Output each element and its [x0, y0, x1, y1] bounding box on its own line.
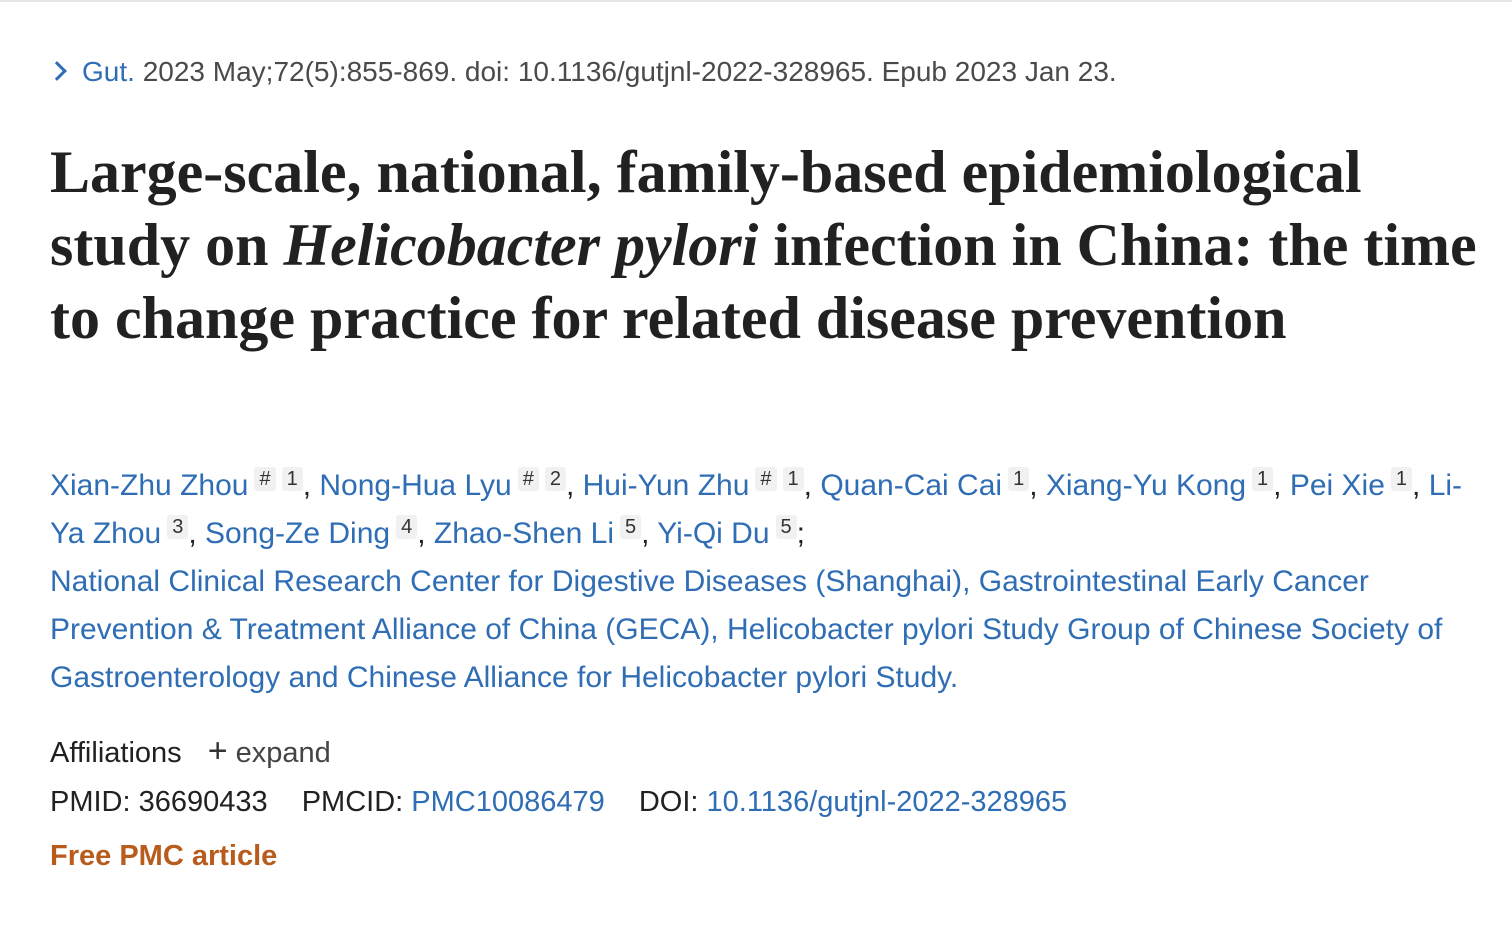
author-link[interactable]: Quan-Cai Cai	[820, 469, 1003, 502]
plus-icon: +	[207, 732, 228, 770]
pmid-label: PMID:	[50, 786, 131, 818]
equal-contribution-mark[interactable]: #	[254, 467, 276, 491]
affiliation-number[interactable]: 4	[396, 515, 418, 539]
author-link[interactable]: Hui-Yun Zhu	[582, 469, 750, 502]
equal-contribution-mark[interactable]: #	[755, 467, 777, 491]
title-text: infection in China: the time to change p…	[50, 212, 1477, 351]
expand-label: expand	[235, 737, 331, 769]
journal-link[interactable]: Gut.	[82, 56, 135, 87]
author-entry: Xiang-Yu Kong 1,	[1045, 467, 1290, 502]
affiliation-number[interactable]: 1	[1252, 467, 1274, 491]
affiliation-number[interactable]: 3	[167, 515, 189, 539]
author-entry: Song-Ze Ding 4,	[204, 515, 434, 550]
citation: Gut. 2023 May;72(5):855-869. doi: 10.113…	[47, 56, 1117, 88]
doi-label: DOI:	[638, 786, 699, 818]
author-link[interactable]: Nong-Hua Lyu	[319, 469, 512, 502]
author-link[interactable]: Xian-Zhu Zhou	[50, 469, 249, 502]
author-entry: Xian-Zhu Zhou #1,	[50, 467, 320, 502]
affiliations: Affiliations + expand	[50, 732, 331, 771]
article-title: Large-scale, national, family-based epid…	[50, 136, 1490, 355]
title-text: Large-scale, national, family-based epid…	[50, 139, 1362, 278]
author-link[interactable]: Yi-Qi Du	[657, 517, 770, 550]
free-pmc-article-badge: Free PMC article	[50, 840, 278, 872]
author-link[interactable]: Song-Ze Ding	[204, 517, 391, 550]
author-link[interactable]: Zhao-Shen Li	[433, 517, 615, 550]
affiliation-number[interactable]: 1	[1008, 467, 1030, 491]
pmcid-label: PMCID:	[301, 786, 404, 818]
author-entry: Zhao-Shen Li 5,	[433, 515, 658, 550]
affiliation-number[interactable]: 5	[775, 515, 797, 539]
author-link[interactable]: Xiang-Yu Kong	[1045, 469, 1247, 502]
pmcid-link[interactable]: PMC10086479	[411, 786, 605, 818]
affiliation-number[interactable]: 1	[1390, 467, 1413, 491]
author-entry: Quan-Cai Cai 1,	[820, 467, 1046, 502]
author-entry: Hui-Yun Zhu #1,	[582, 467, 821, 502]
doi-link[interactable]: 10.1136/gutjnl-2022-328965	[706, 786, 1068, 818]
citation-details: 2023 May;72(5):855-869. doi: 10.1136/gut…	[142, 56, 1117, 87]
affiliation-number[interactable]: 1	[281, 467, 303, 491]
author-list: Xian-Zhu Zhou #1, Nong-Hua Lyu #2, Hui-Yun…	[50, 462, 1480, 702]
affiliations-label: Affiliations	[50, 737, 182, 769]
author-entry: Li-Ya Zhou 3,	[50, 469, 1463, 550]
affiliation-number[interactable]: 1	[782, 467, 804, 491]
chevron-right-icon[interactable]	[47, 61, 67, 81]
group-author-link[interactable]: National Clinical Research Center for Di…	[50, 565, 1443, 694]
author-entry: Nong-Hua Lyu #2,	[319, 467, 583, 502]
author-entry: Yi-Qi Du 5;	[657, 515, 805, 550]
expand-affiliations-button[interactable]: + expand	[208, 732, 331, 770]
identifiers: PMID: 36690433 PMCID: PMC10086479 DOI: 1…	[50, 786, 1067, 819]
title-italic: Helicobacter pylori	[283, 212, 759, 278]
pmid-value: 36690433	[138, 786, 268, 818]
equal-contribution-mark[interactable]: #	[517, 467, 539, 491]
author-link[interactable]: Pei Xie	[1289, 469, 1385, 502]
affiliation-number[interactable]: 2	[544, 467, 566, 491]
author-link[interactable]: Li-Ya Zhou	[50, 469, 1463, 550]
affiliation-number[interactable]: 5	[620, 515, 642, 539]
author-entry: Pei Xie 1,	[1289, 467, 1429, 502]
